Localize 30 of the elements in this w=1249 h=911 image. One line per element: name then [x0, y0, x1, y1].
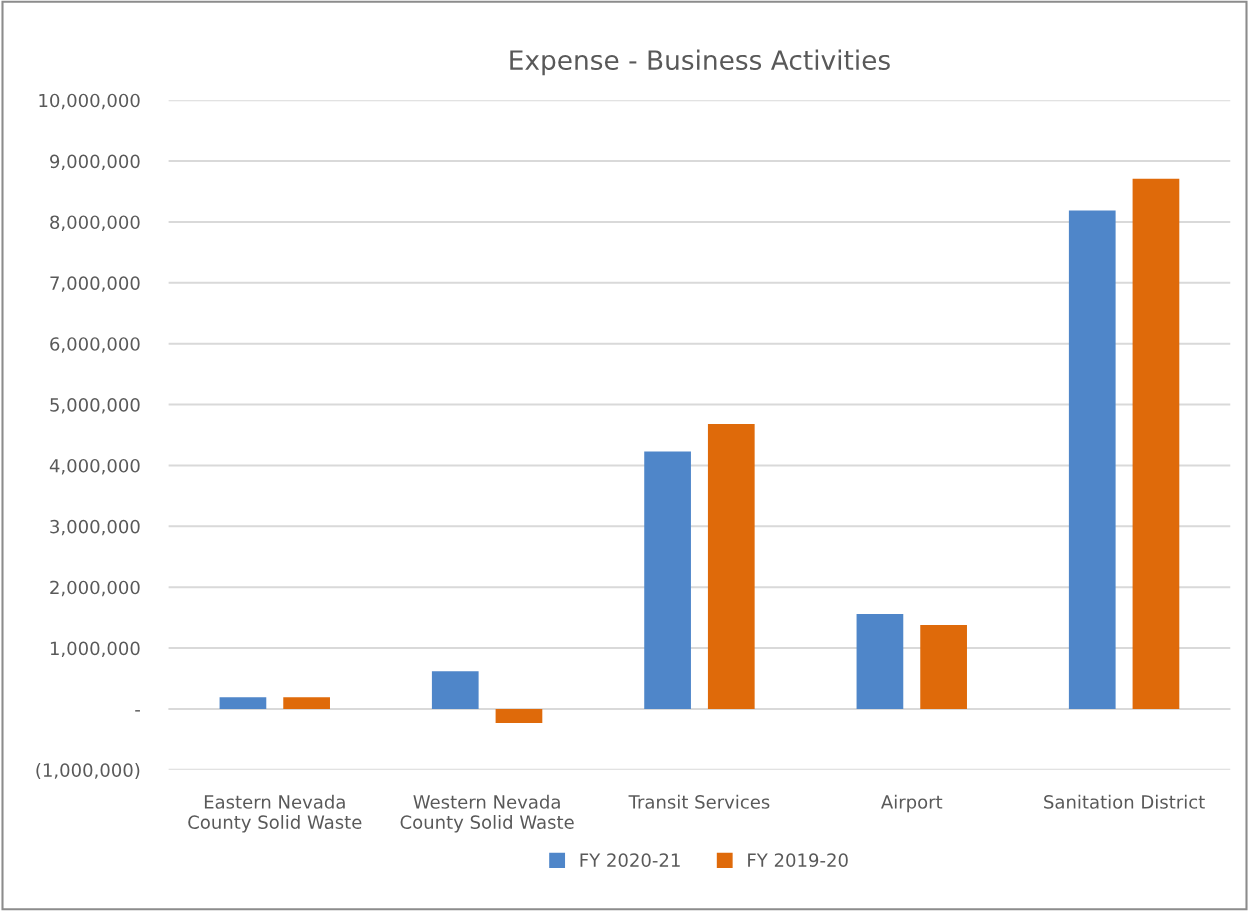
- y-tick-label: 7,000,000: [50, 276, 140, 292]
- legend-label: FY 2019-20: [748, 853, 848, 867]
- chart-title: Expense - Business Activities: [510, 49, 890, 76]
- bar: [644, 451, 691, 709]
- x-tick-label: Airport: [881, 794, 943, 813]
- x-tick-label: Transit Services: [628, 794, 770, 809]
- y-tick-label: 8,000,000: [50, 215, 140, 231]
- bar: [920, 624, 967, 709]
- x-tick-label: Eastern Nevada County Solid Waste: [188, 794, 362, 833]
- y-tick-label: -: [135, 710, 140, 712]
- bar: [283, 697, 330, 709]
- y-tick-label: (1,000,000): [36, 762, 140, 780]
- y-tick-label: 3,000,000: [50, 519, 140, 536]
- bar: [707, 424, 755, 709]
- y-tick-label: 10,000,000: [39, 93, 140, 110]
- y-tick-label: 6,000,000: [50, 337, 140, 353]
- bar: [856, 613, 904, 709]
- y-tick-label: 2,000,000: [50, 580, 140, 597]
- bar: [1132, 178, 1180, 709]
- bar: [219, 697, 267, 709]
- y-tick-label: 4,000,000: [49, 458, 140, 475]
- x-tick-label: Sanitation District: [1044, 794, 1205, 809]
- y-tick-label: 9,000,000: [50, 154, 140, 171]
- y-tick-label: 1,000,000: [50, 641, 140, 658]
- legend-label: FY 2020-21: [580, 853, 680, 867]
- x-tick-label: Western Nevada County Solid Waste: [400, 794, 574, 833]
- bar: [495, 708, 543, 723]
- y-tick-label: 5,000,000: [50, 398, 140, 414]
- bar: [1068, 210, 1116, 709]
- bar: [431, 671, 479, 709]
